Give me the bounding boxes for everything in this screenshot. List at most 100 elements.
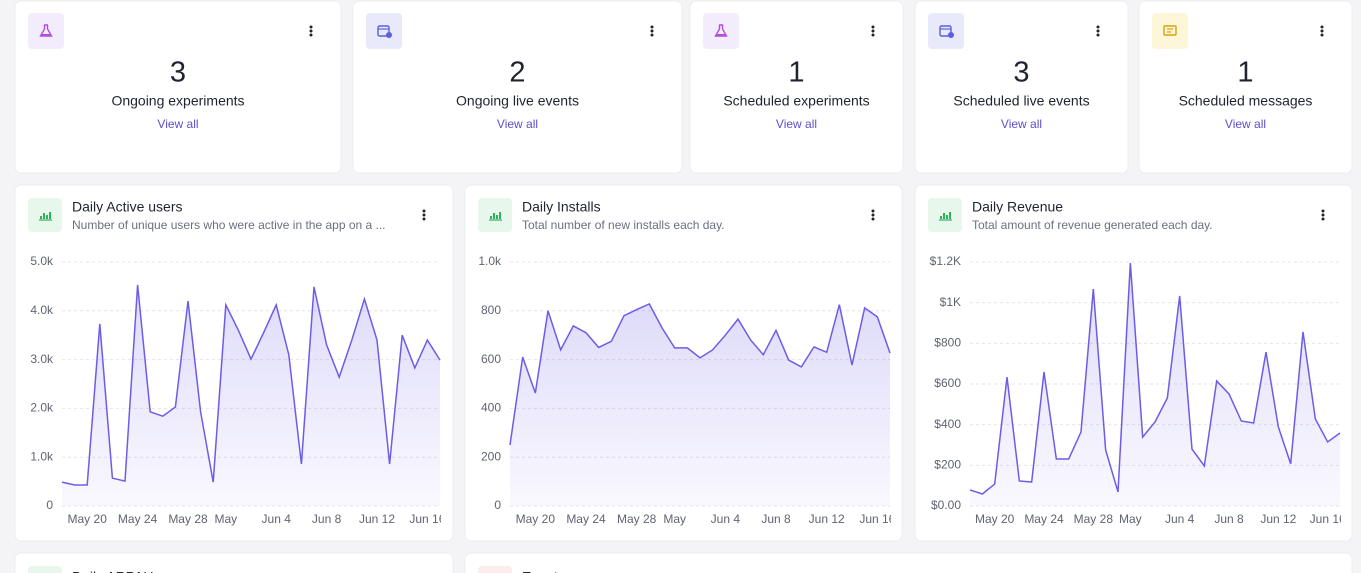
x-tick-label: Jun 16 bbox=[859, 512, 895, 526]
chart-bar bbox=[49, 212, 51, 219]
chart-bar bbox=[949, 212, 951, 219]
calendar bbox=[939, 25, 952, 37]
calendar-dot bbox=[948, 32, 954, 38]
icon-bg bbox=[478, 566, 512, 573]
stat-value: 1 bbox=[788, 57, 804, 89]
y-tick-label: 0 bbox=[46, 498, 53, 512]
line bbox=[509, 303, 891, 446]
line bbox=[61, 284, 441, 486]
x-tick-label: May bbox=[663, 512, 686, 526]
card bbox=[1138, 0, 1353, 174]
chart-title: Daily Revenue bbox=[972, 199, 1063, 215]
icon bbox=[928, 198, 962, 232]
card bbox=[689, 0, 904, 174]
icon-bg bbox=[703, 13, 739, 49]
calendar-dot bbox=[386, 32, 392, 38]
y-tick-label: $800 bbox=[934, 336, 961, 350]
menu-dot bbox=[1096, 33, 1100, 37]
view-all-link[interactable]: View all bbox=[776, 117, 817, 131]
y-tick-label: $0.00 bbox=[931, 498, 961, 512]
y-tick-label: 200 bbox=[481, 449, 501, 463]
menu-dot bbox=[871, 209, 875, 213]
stat-label: Scheduled live events bbox=[953, 93, 1089, 109]
menu-dot bbox=[422, 213, 426, 217]
x-tick-label: May bbox=[1119, 512, 1142, 526]
chart-bar bbox=[943, 213, 945, 219]
more-menu[interactable] bbox=[650, 25, 654, 37]
chart: $0.00 $200 $400 $600 $800 $1K $1.2K May 20 May 2… bbox=[930, 254, 1346, 526]
chart-bar bbox=[490, 216, 492, 219]
y-tick-label: $400 bbox=[934, 417, 961, 431]
chart: 0 200 400 600 800 1.0k May 20 May 24 May 28 May Ju… bbox=[478, 254, 895, 526]
y-tick-label: 600 bbox=[481, 352, 501, 366]
y-tick-label: 2.0k bbox=[30, 401, 54, 415]
view-all-link[interactable]: View all bbox=[157, 117, 198, 131]
menu-dot bbox=[650, 29, 654, 33]
menu-dot bbox=[871, 33, 875, 37]
icon-bg bbox=[366, 13, 402, 49]
menu-dot bbox=[1320, 25, 1324, 29]
more-menu[interactable] bbox=[1321, 209, 1325, 221]
more-menu[interactable] bbox=[871, 209, 875, 221]
more-menu[interactable] bbox=[871, 25, 875, 37]
menu-dot bbox=[309, 25, 313, 29]
menu-dot bbox=[309, 29, 313, 33]
more-menu[interactable] bbox=[309, 25, 313, 37]
message-lines bbox=[1167, 28, 1173, 33]
more-menu[interactable] bbox=[1096, 25, 1100, 37]
x-tick-label: Jun 8 bbox=[1214, 512, 1244, 526]
y-tick-label: 3.0k bbox=[30, 352, 54, 366]
menu-dot bbox=[1096, 29, 1100, 33]
chart-bar bbox=[43, 213, 45, 219]
icon bbox=[478, 198, 512, 232]
view-all-link[interactable]: View all bbox=[1001, 117, 1042, 131]
card bbox=[14, 0, 342, 174]
menu-dot bbox=[422, 209, 426, 213]
y-tick-label: $1K bbox=[940, 295, 961, 309]
y-tick-label: $1.2K bbox=[930, 254, 961, 268]
x-tick-label: Jun 4 bbox=[711, 512, 741, 526]
x-tick-label: May 20 bbox=[68, 512, 108, 526]
view-all-link[interactable]: View all bbox=[497, 117, 538, 131]
menu-dot bbox=[871, 25, 875, 29]
x-tick-label: May 24 bbox=[566, 512, 606, 526]
more-menu[interactable] bbox=[1320, 25, 1324, 37]
chart-subtitle: Total number of new installs each day. bbox=[522, 218, 725, 232]
y-tick-label: 5.0k bbox=[30, 254, 54, 268]
card bbox=[352, 0, 683, 174]
more-menu[interactable] bbox=[422, 209, 426, 221]
y-tick-label: $200 bbox=[934, 458, 961, 472]
card-title: Events bbox=[522, 569, 565, 573]
menu-dot bbox=[1096, 25, 1100, 29]
icon bbox=[28, 198, 62, 232]
y-tick-label: $600 bbox=[934, 376, 961, 390]
stat-value: 3 bbox=[1013, 57, 1029, 89]
icon-bg bbox=[28, 13, 64, 49]
message bbox=[1163, 25, 1177, 36]
x-tick-label: May 28 bbox=[168, 512, 208, 526]
x-tick-label: Jun 16 bbox=[1310, 512, 1346, 526]
menu-dot bbox=[871, 213, 875, 217]
stat-label: Ongoing live events bbox=[456, 93, 579, 109]
line bbox=[969, 262, 1341, 495]
calendar bbox=[377, 25, 390, 37]
area bbox=[970, 263, 1340, 506]
menu-dot bbox=[1321, 213, 1325, 217]
area bbox=[510, 303, 890, 506]
y-tick-label: 1.0k bbox=[478, 254, 502, 268]
x-tick-label: Jun 8 bbox=[312, 512, 342, 526]
stat-value: 2 bbox=[509, 57, 525, 89]
icon bbox=[366, 13, 402, 49]
chart-subtitle: Total amount of revenue generated each d… bbox=[972, 218, 1213, 232]
menu-dot bbox=[1321, 209, 1325, 213]
x-tick-label: Jun 4 bbox=[1165, 512, 1195, 526]
menu-dot bbox=[422, 217, 426, 221]
chart-title: Daily Installs bbox=[522, 199, 601, 215]
icon bbox=[703, 13, 739, 49]
view-all-link[interactable]: View all bbox=[1225, 117, 1266, 131]
x-tick-label: Jun 12 bbox=[359, 512, 395, 526]
chart-bar bbox=[40, 216, 42, 219]
chart-bar bbox=[946, 215, 948, 219]
icon-bg bbox=[28, 566, 62, 573]
